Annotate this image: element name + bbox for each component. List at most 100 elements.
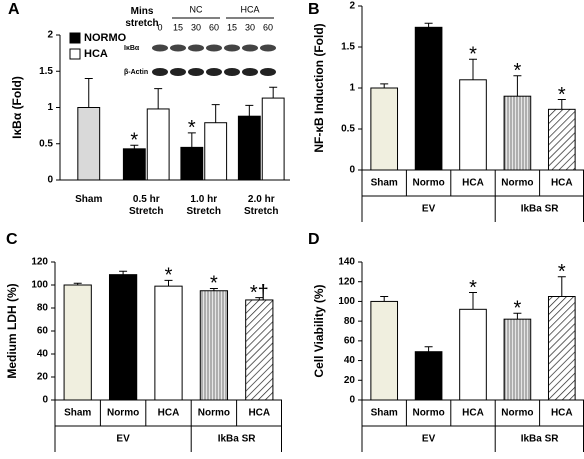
y-tick-label: 1.5 [341,42,355,53]
group-label: IkBa SR [218,434,257,445]
y-tick-label: 40 [344,355,356,366]
blot-band [260,68,276,76]
x-tick-label: 0.5 hr Stretch [129,194,164,217]
y-tick-label: 0 [349,395,355,406]
y-tick-label: 20 [344,375,356,386]
significance-marker: *† [250,282,269,304]
y-axis-label: IκBα (Fold) [10,76,24,139]
error-bar [469,292,477,310]
significance-marker: * [558,261,566,283]
blot-band [242,44,258,52]
y-tick-label: 0.5 [39,138,53,149]
x-tick-label-box: 0.5 hr Stretch [129,194,164,217]
panel-label: D [308,231,320,248]
significance-marker: * [188,117,196,139]
bar [204,122,228,181]
group-label: IkBa SR [521,204,560,215]
inset-row: β-Actin [124,69,148,76]
panel-label: A [8,1,20,18]
y-axis-label: Cell Viability (%) [312,284,326,377]
y-axis-label: Medium LDH (%) [5,283,19,378]
inset-lane: 30 [245,22,255,32]
inset-lane: 0 [157,22,162,32]
panel-label: B [308,1,320,18]
y-tick-label: 140 [338,257,355,268]
x-tick-label-box: 2.0 hr Stretch [244,194,279,217]
error-bar [154,88,163,109]
inset-group: HCA [240,4,259,14]
bar [63,284,92,401]
inset-header: Mins stretch [125,6,159,29]
significance-marker: * [210,273,218,295]
legend-label: HCA [84,48,108,60]
y-tick-label: 60 [344,335,356,346]
x-tick-label: Normo [412,178,444,189]
blot-band [152,68,168,76]
x-tick-label: Normo [107,408,139,419]
group-label: EV [116,434,130,445]
y-tick-label: 60 [37,326,49,337]
blot-band [206,68,222,76]
error-bar [557,98,566,110]
bar [547,108,576,171]
error-bar [211,104,220,123]
error-bar [164,279,173,287]
bar [370,87,399,171]
x-tick-label: Normo [501,178,533,189]
bar [122,148,146,181]
x-tick-label: HCA [551,178,573,189]
bar [154,285,183,401]
bar [245,299,274,401]
x-tick-label: Normo [501,408,533,419]
error-bar [73,282,82,285]
bar [237,115,261,181]
error-bar [84,78,93,108]
y-tick-label: 20 [37,372,49,383]
x-tick-label: HCA [462,178,484,189]
error-bar [513,312,522,320]
x-tick-label-box: Sham [75,194,102,205]
group-label: IkBa SR [521,434,560,445]
y-tick-label: 120 [338,276,355,287]
bar [503,318,532,401]
bar [459,308,487,401]
blot-band [206,44,222,52]
error-bar [424,22,433,28]
bar [414,26,443,171]
error-bar [269,86,278,99]
inset-row: IκBα [124,45,140,52]
x-tick-label: Normo [198,408,230,419]
significance-marker: * [469,44,477,66]
error-bar [119,270,128,275]
x-tick-label: 2.0 hr Stretch [244,194,279,217]
error-bar [380,296,389,302]
y-tick-label: 100 [338,296,355,307]
error-bar [380,83,389,88]
x-tick-label: Sham [371,408,398,419]
blot-band [170,44,186,52]
bar [108,274,138,401]
error-bar [469,58,477,80]
x-tick-label: HCA [248,408,270,419]
group-label: EV [422,204,436,215]
y-tick-label: 0 [349,165,355,176]
y-tick-label: 1 [349,83,355,94]
inset-lane: 15 [173,22,183,32]
inset-lane: 60 [209,22,219,32]
x-tick-label: 1.0 hr Stretch [186,194,221,217]
blot-band [224,44,240,52]
y-tick-label: 0.5 [341,124,355,135]
x-tick-label: HCA [551,408,573,419]
error-bar [130,144,139,149]
error-bar [513,75,522,97]
bar [547,296,576,401]
significance-marker: * [558,84,566,106]
bar [503,95,532,171]
inset-lane: 30 [191,22,201,32]
blot-band [152,44,168,52]
x-tick-label: HCA [462,408,484,419]
error-bar [187,132,196,148]
x-tick-label-box: 1.0 hr Stretch [186,194,221,217]
y-tick-label: 2 [47,30,53,41]
blot-band [170,68,186,76]
